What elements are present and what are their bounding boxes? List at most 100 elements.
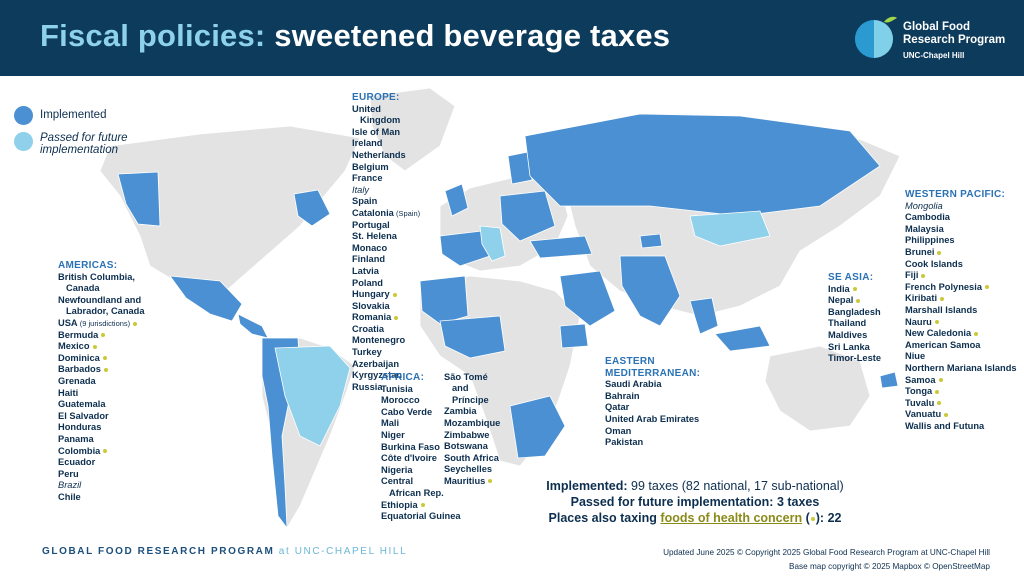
country-name: France bbox=[352, 173, 383, 184]
summary-passed-value: 3 taxes bbox=[776, 495, 820, 509]
country-name: Equatorial Guinea bbox=[381, 511, 461, 522]
africa-items-col2: São Tomé and Príncipe Zambia Mozambique Zimb… bbox=[444, 372, 500, 488]
country-name: American Samoa bbox=[905, 339, 981, 350]
country-name: Timor-Leste bbox=[828, 353, 882, 364]
summary-paren-open: ( bbox=[805, 511, 810, 525]
country-name: and Príncipe bbox=[452, 383, 489, 405]
country-name: Poland bbox=[352, 277, 383, 288]
country-name: Croatia bbox=[352, 323, 385, 334]
country-item: Colombia bbox=[58, 446, 145, 458]
region-kyrgyzstan bbox=[639, 233, 663, 249]
country-item: Peru bbox=[58, 469, 145, 481]
region-list-se-asia: SE ASIA: India Nepal Bangladesh Thailand Mal… bbox=[828, 272, 881, 365]
country-item: Malaysia bbox=[905, 224, 1017, 236]
country-note: (Spain) bbox=[393, 208, 421, 218]
country-name: Montenegro bbox=[352, 335, 406, 346]
logo-line-3: UNC-Chapel Hill bbox=[903, 51, 965, 60]
country-item: and Príncipe bbox=[444, 383, 500, 406]
country-item: Dominica bbox=[58, 353, 145, 365]
country-item: Zambia bbox=[444, 406, 500, 418]
country-item: Central bbox=[381, 476, 461, 488]
country-item: Qatar bbox=[605, 402, 700, 414]
region-central-america bbox=[237, 313, 269, 339]
health-concern-dot-icon bbox=[937, 250, 942, 255]
header-bar: Fiscal policies: sweetened beverage taxe… bbox=[0, 0, 1024, 76]
region-east-europe bbox=[499, 190, 556, 242]
health-concern-dot-icon bbox=[101, 333, 106, 338]
country-name: Niue bbox=[905, 351, 926, 362]
country-item: Kyrgyzstan bbox=[352, 370, 420, 382]
country-name: São Tomé bbox=[444, 371, 488, 382]
world-map bbox=[99, 87, 901, 530]
health-concern-dot-icon bbox=[935, 389, 940, 394]
country-item: Chile bbox=[58, 492, 145, 504]
country-item: Netherlands bbox=[352, 150, 420, 162]
health-concern-dot-icon bbox=[985, 285, 989, 290]
country-item: Mongolia bbox=[905, 201, 1017, 213]
country-name: Tuvalu bbox=[905, 397, 935, 408]
country-item: Bahrain bbox=[605, 391, 700, 403]
country-item: Marshall Islands bbox=[905, 305, 1017, 317]
country-name: Central bbox=[381, 476, 414, 487]
country-item: Mozambique bbox=[444, 418, 500, 430]
country-name: Saudi Arabia bbox=[605, 379, 662, 390]
country-name: Mauritius bbox=[444, 475, 486, 486]
country-name: India bbox=[828, 283, 850, 294]
country-name: Guatemala bbox=[58, 399, 106, 410]
health-concern-dot-icon bbox=[103, 449, 108, 454]
country-name: Nigeria bbox=[381, 464, 413, 475]
country-name: British Columbia, bbox=[58, 271, 135, 282]
region-mexico bbox=[169, 275, 243, 322]
foods-of-health-concern-link[interactable]: foods of health concern bbox=[660, 511, 803, 525]
region-spain-portugal-france bbox=[439, 230, 491, 267]
health-concern-dot-icon bbox=[940, 296, 945, 301]
country-item: Portugal bbox=[352, 220, 420, 232]
country-name: Brazil bbox=[58, 480, 82, 491]
se-asia-header: SE ASIA: bbox=[828, 272, 874, 283]
country-item: Zimbabwe bbox=[444, 430, 500, 442]
country-item: Ethiopia bbox=[381, 500, 461, 512]
country-item: Samoa bbox=[905, 375, 1017, 387]
country-item: Finland bbox=[352, 254, 420, 266]
summary-implemented: Implemented: 99 taxes (82 national, 17 s… bbox=[505, 478, 885, 494]
passed-swatch bbox=[14, 132, 33, 151]
country-name: South Africa bbox=[444, 452, 499, 463]
summary-also-value: 22 bbox=[827, 511, 842, 525]
country-name: Nepal bbox=[828, 295, 854, 306]
country-item: Burkina Faso bbox=[381, 442, 461, 454]
country-item: Turkey bbox=[352, 347, 420, 359]
country-name: Zimbabwe bbox=[444, 429, 490, 440]
country-item: Isle of Man bbox=[352, 127, 420, 139]
country-name: Kyrgyzstan bbox=[352, 370, 403, 381]
region-list-africa: AFRICA: Tunisia Morocco Cabo Verde Mali Nige… bbox=[381, 372, 500, 523]
health-concern-dot-icon bbox=[420, 503, 425, 508]
country-name: Netherlands bbox=[352, 149, 406, 160]
country-item: Kingdom bbox=[352, 115, 420, 127]
country-name: Bermuda bbox=[58, 329, 99, 340]
country-name: Slovakia bbox=[352, 300, 390, 311]
country-item: Saudi Arabia bbox=[605, 379, 700, 391]
country-name: Newfoundland and bbox=[58, 294, 142, 305]
land-australia bbox=[764, 345, 871, 432]
country-name: Oman bbox=[605, 425, 632, 436]
country-name: Ecuador bbox=[58, 457, 96, 468]
footer-copyright: Updated June 2025 © Copyright 2025 Globa… bbox=[560, 546, 990, 574]
americas-header: AMERICAS: bbox=[58, 260, 118, 271]
health-concern-dot-icon bbox=[92, 344, 97, 349]
country-item: Timor-Leste bbox=[828, 353, 881, 365]
country-name: Latvia bbox=[352, 265, 379, 276]
country-item: India bbox=[828, 284, 881, 296]
country-name: Russia bbox=[352, 381, 383, 392]
country-name: African Rep. bbox=[389, 487, 444, 498]
country-item: Oman bbox=[605, 426, 700, 438]
health-concern-dot-icon bbox=[938, 378, 943, 383]
country-item: Thailand bbox=[828, 318, 881, 330]
region-thailand-cambodia bbox=[689, 297, 719, 335]
country-item: Canada bbox=[58, 283, 145, 295]
health-concern-dot-icon bbox=[394, 315, 399, 320]
country-item: Newfoundland and bbox=[58, 295, 145, 307]
country-name: Pakistan bbox=[605, 437, 644, 448]
region-russia bbox=[524, 113, 881, 217]
country-name: Cook Islands bbox=[905, 258, 963, 269]
country-item: Cook Islands bbox=[905, 259, 1017, 271]
